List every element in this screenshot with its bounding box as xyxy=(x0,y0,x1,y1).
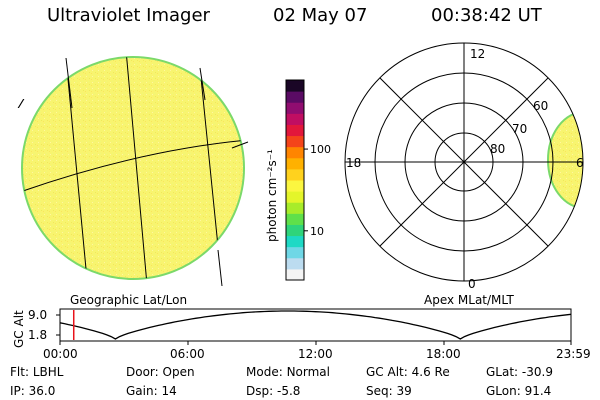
status-glat: GLat: -30.9 xyxy=(486,365,553,379)
corner-mark: ⁄ xyxy=(17,97,25,111)
mlt-label-12: 12 xyxy=(470,47,485,61)
longitude-line xyxy=(199,67,206,101)
mlt-label-6: 6 xyxy=(576,156,584,170)
mlt-label-0: 0 xyxy=(468,277,476,291)
geographic-label: Geographic Lat/Lon xyxy=(70,293,187,307)
altitude-plot-frame xyxy=(59,308,572,342)
mlat-label-80: 80 xyxy=(490,142,505,156)
colorbar-tick-label: 100 xyxy=(310,143,331,156)
colorbar-band xyxy=(286,102,304,114)
auroral-image-patch xyxy=(547,111,583,209)
time-tick-1800: 18:00 xyxy=(426,347,461,361)
colorbar-band xyxy=(286,124,304,137)
colorbar-band xyxy=(286,157,304,170)
longitude-line xyxy=(125,57,149,279)
latitude-line xyxy=(22,139,244,193)
colorbar-band xyxy=(286,268,304,281)
altitude-plot: GC Alt 9.0 1.8 00:00 06:00 12:00 18:00 2… xyxy=(12,308,591,361)
colorbar-band xyxy=(286,202,304,214)
colorbar-band xyxy=(286,180,304,192)
status-mode: Mode: Normal xyxy=(246,365,330,379)
date-readout: 02 May 07 xyxy=(273,5,368,26)
polar-diagonal xyxy=(379,77,549,247)
colorbar: 100 10 photon cm⁻²s⁻¹ xyxy=(265,79,331,281)
time-tick-0600: 06:00 xyxy=(170,347,205,361)
status-glon: GLon: 91.4 xyxy=(486,384,551,398)
altitude-ytick-9: 9.0 xyxy=(28,308,47,322)
time-tick-2359: 23:59 xyxy=(556,347,591,361)
geographic-image-panel: ⁄ xyxy=(17,56,249,287)
longitude-line xyxy=(217,249,223,287)
mlat-label-60: 60 xyxy=(533,99,548,113)
colorbar-band xyxy=(286,146,304,159)
colorbar-band xyxy=(286,80,304,92)
colorbar-band xyxy=(286,113,304,125)
status-gc-alt: GC Alt: 4.6 Re xyxy=(366,365,450,379)
colorbar-band xyxy=(286,257,304,270)
status-door: Door: Open xyxy=(126,365,195,379)
colorbar-band xyxy=(286,91,304,103)
latitude-line xyxy=(231,141,249,149)
altitude-ytick-1-8: 1.8 xyxy=(28,328,47,342)
mlt-label-18: 18 xyxy=(346,156,361,170)
colorbar-frame xyxy=(285,79,305,281)
colorbar-band xyxy=(286,224,304,237)
colorbar-band xyxy=(286,191,304,203)
status-ip: IP: 36.0 xyxy=(10,384,55,398)
status-block: Flt: LBHL Door: Open Mode: Normal GC Alt… xyxy=(10,365,553,398)
colorbar-tick-label: 10 xyxy=(310,225,324,238)
time-tick-0000: 00:00 xyxy=(43,347,78,361)
status-seq: Seq: 39 xyxy=(366,384,412,398)
time-readout: 00:38:42 UT xyxy=(431,5,542,26)
status-dsp: Dsp: -5.8 xyxy=(246,384,300,398)
altitude-curve xyxy=(59,310,572,340)
earth-disk-image xyxy=(21,56,245,280)
colorbar-band xyxy=(286,235,304,248)
apex-label: Apex MLat/MLT xyxy=(424,293,514,307)
colorbar-band xyxy=(286,135,304,148)
altitude-ylabel: GC Alt xyxy=(12,310,26,348)
time-tick-1200: 12:00 xyxy=(298,347,333,361)
colorbar-band xyxy=(286,213,304,225)
mlat-label-70: 70 xyxy=(512,122,527,136)
page-title: Ultraviolet Imager xyxy=(47,5,210,26)
colorbar-band xyxy=(286,246,304,259)
polar-grid-panel: 12 18 6 0 60 70 80 xyxy=(344,42,584,291)
colorbar-band xyxy=(286,168,304,181)
colorbar-unit-label: photon cm⁻²s⁻¹ xyxy=(265,149,279,242)
longitude-line xyxy=(65,57,73,109)
status-flt: Flt: LBHL xyxy=(10,365,64,379)
status-gain: Gain: 14 xyxy=(126,384,177,398)
